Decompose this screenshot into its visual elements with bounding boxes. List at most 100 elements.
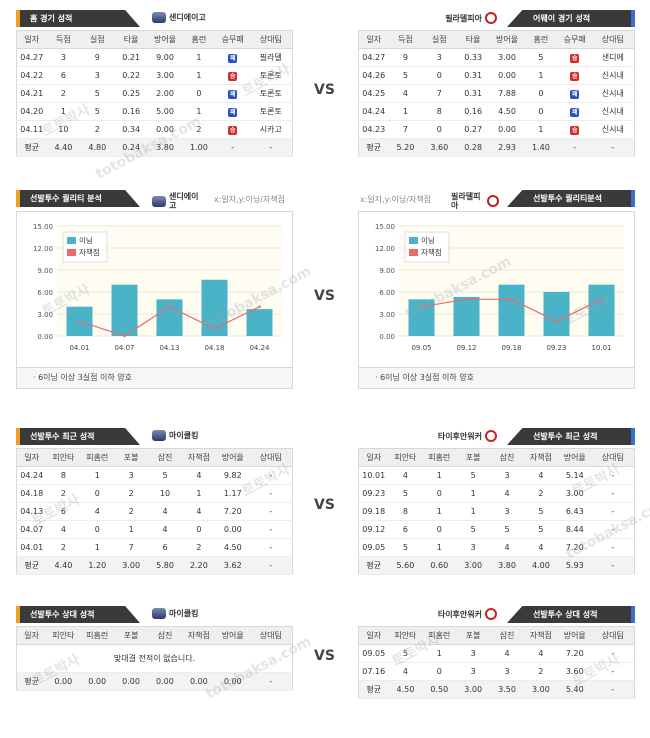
table-cell: 0.16 [456, 102, 491, 121]
table-cell: 1.17 [215, 484, 250, 503]
result-cell: 승 [557, 66, 592, 85]
column-header: 방어율 [215, 448, 250, 467]
table-cell: 2 [523, 484, 558, 503]
table-cell: 3 [114, 466, 149, 485]
table-cell: 4 [523, 538, 558, 557]
average-cell: 4.50 [388, 680, 423, 699]
x-tick-label: 09.23 [546, 344, 566, 352]
team-logo-icon [485, 608, 497, 620]
panel-header: 선발투수 상대 성적 마이클킹 [16, 606, 293, 623]
average-cell: 3.00 [456, 556, 491, 575]
table-cell: - [249, 466, 293, 485]
table-cell: 1 [456, 502, 491, 521]
average-cell: 0.00 [148, 672, 182, 691]
average-cell: - [591, 138, 635, 157]
table-cell: 토론토 [249, 66, 293, 85]
y-tick-label: 12.00 [33, 245, 53, 253]
table-cell: 5 [80, 84, 115, 103]
average-row: 평균 5.60 0.60 3.00 3.80 4.00 5.93- [358, 556, 635, 575]
result-badge: 패 [570, 89, 580, 99]
average-cell: 평균 [16, 556, 47, 575]
column-header: 피안타 [388, 448, 423, 467]
table-cell: 04.22 [16, 66, 47, 85]
table-cell: 5 [523, 520, 558, 539]
vs-label: VS [314, 648, 335, 664]
panel-tab: 선발투수 최근 성적 [507, 428, 635, 445]
table-cell: 7.20 [557, 538, 592, 557]
table-cell: 5 [388, 484, 423, 503]
column-header: 상대팀 [249, 30, 293, 49]
table-cell: 5 [523, 48, 558, 67]
table-cell: 4.50 [490, 102, 524, 121]
table-row: 04.23 7 0 0.27 0.00 1 승 신시내 [358, 120, 635, 139]
column-header: 피홈런 [80, 626, 115, 645]
result-cell: 승 [215, 120, 250, 139]
quality-chart-left: 0.00 3.00 6.00 9.00 12.00 15.00 04.01 04.07 04.1… [16, 211, 293, 368]
legend-label: 이닝 [421, 235, 435, 245]
column-header: 승무패 [215, 30, 250, 49]
quality-left-panel: 선발투수 퀄리티 분석 샌디에이고 x:일자,y:이닝/자책점 0.00 3.00… [16, 190, 293, 389]
er-point [78, 320, 81, 323]
vs-label: VS [314, 288, 335, 304]
table-cell: 4.50 [215, 538, 250, 557]
column-header: 피안타 [46, 626, 81, 645]
team-logo-icon [485, 430, 497, 442]
average-cell: 평균 [16, 672, 47, 691]
table-cell: 2 [114, 484, 149, 503]
table-row: 04.20 1 5 0.16 5.00 1 패 토론토 [16, 102, 293, 121]
table-cell: 6 [388, 520, 423, 539]
er-point [213, 327, 216, 330]
table-cell: 6 [46, 502, 81, 521]
legend-label: 자책점 [79, 247, 100, 257]
table-cell: 09.18 [358, 502, 389, 521]
table-cell: 0.25 [114, 84, 149, 103]
team-name: 필라델피아 [451, 192, 499, 210]
table-cell: 시카고 [249, 120, 293, 139]
table-cell: 1 [80, 466, 115, 485]
average-cell: 4.80 [80, 138, 115, 157]
er-point [510, 298, 513, 301]
panel-tab: 선발투수 퀄리티분석 [507, 190, 635, 207]
average-cell: 4.40 [46, 138, 81, 157]
average-cell: 3.62 [215, 556, 250, 575]
table-row: 04.07 4 0 1 4 0 0.00- [16, 520, 293, 539]
column-header: 삼진 [490, 626, 524, 645]
recent-left-table: 일자 피안타 피홈런 포볼 삼진 자책점 방어율 상대팀 04.24 8 1 3 5 4 9.82-04.1… [16, 448, 293, 575]
table-cell: 3.00 [148, 66, 182, 85]
table-cell: 0.31 [456, 84, 491, 103]
empty-message: 맞대결 전적이 없습니다. [16, 644, 293, 673]
average-cell: 0.00 [46, 672, 81, 691]
average-cell: - [249, 672, 293, 691]
result-badge: 패 [570, 107, 580, 117]
table-cell: 1 [388, 102, 423, 121]
er-point [600, 298, 603, 301]
table-cell: 7 [114, 538, 149, 557]
table-cell: 4 [148, 520, 182, 539]
table-cell: 3 [46, 48, 81, 67]
column-header: 피홈런 [422, 448, 457, 467]
average-cell: - [591, 680, 635, 699]
column-header: 피홈런 [80, 448, 115, 467]
average-cell: 0.60 [422, 556, 457, 575]
result-badge: 승 [570, 53, 580, 63]
table-cell: - [591, 466, 635, 485]
table-cell: 3 [456, 538, 491, 557]
average-cell: 3.00 [114, 556, 149, 575]
average-cell: 1.20 [80, 556, 115, 575]
table-cell: 3 [80, 66, 115, 85]
padres-logo-icon [152, 12, 166, 23]
column-header: 피홈런 [422, 626, 457, 645]
table-cell: 4 [80, 502, 115, 521]
table-cell: 7 [422, 84, 457, 103]
table-cell: 4 [388, 466, 423, 485]
table-cell: 0.34 [114, 120, 149, 139]
result-badge: 패 [228, 89, 238, 99]
opp-left-panel: 선발투수 상대 성적 마이클킹 일자 피안타 피홈런 포볼 삼진 자책점 방어율 상대팀 맞대결… [16, 606, 293, 691]
average-cell: 평균 [358, 680, 389, 699]
table-cell: 09.12 [358, 520, 389, 539]
table-cell: - [591, 662, 635, 681]
table-cell: 04.23 [358, 120, 389, 139]
recent-right-panel: 타이후안워커 선발투수 최근 성적 일자 피안타 피홈런 포볼 삼진 자책점 방어율 상대팀 1… [358, 428, 635, 575]
column-header: 상대팀 [249, 626, 293, 645]
